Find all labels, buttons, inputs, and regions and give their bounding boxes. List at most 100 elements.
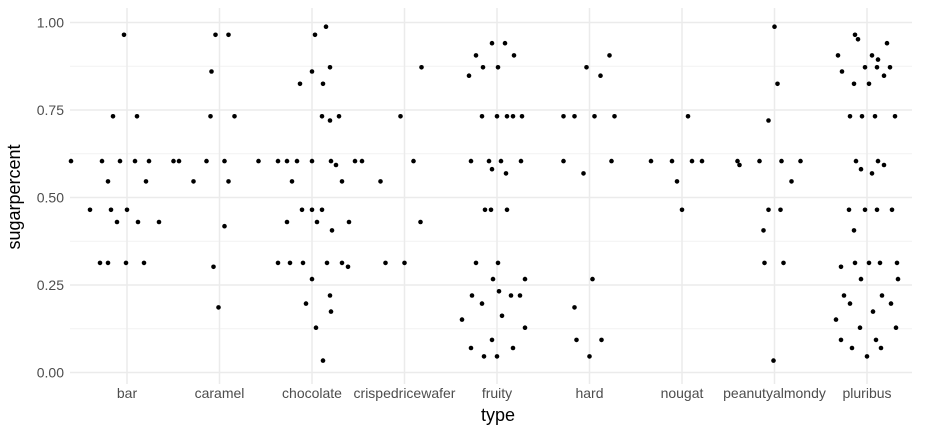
data-point-hard (607, 53, 612, 58)
data-point-peanutyalmondy (757, 158, 762, 164)
data-point-fruity (496, 289, 502, 294)
data-point-nougat (669, 158, 675, 164)
data-point-crispedricewafer (411, 158, 416, 164)
y-tick-label: 0.50 (37, 190, 64, 206)
data-point-pluribus (874, 65, 880, 70)
data-point-peanutyalmondy (781, 260, 786, 266)
data-point-crispedricewafer (419, 65, 424, 70)
data-point-caramel (226, 32, 231, 38)
data-point-pluribus (835, 53, 841, 58)
x-tick-label: bar (117, 385, 138, 401)
data-point-pluribus (862, 65, 868, 70)
data-point-chocolate (327, 293, 333, 298)
data-point-chocolate (287, 260, 293, 266)
data-point-bar (123, 260, 129, 266)
data-points (68, 24, 901, 363)
data-point-chocolate (323, 24, 329, 30)
data-point-bar (105, 260, 111, 266)
data-point-nougat (679, 207, 685, 213)
data-point-fruity (479, 301, 485, 306)
data-point-crispedricewafer (402, 260, 407, 266)
data-point-hard (587, 354, 592, 359)
data-point-chocolate (328, 158, 334, 164)
data-point-pluribus (887, 65, 893, 70)
data-point-pluribus (841, 293, 847, 298)
data-point-chocolate (289, 179, 295, 184)
data-point-chocolate (284, 158, 290, 164)
data-point-pluribus (858, 276, 864, 282)
data-point-nougat (648, 158, 654, 164)
data-point-pluribus (866, 260, 872, 266)
data-point-fruity (469, 293, 475, 298)
data-point-fruity (489, 40, 495, 46)
data-point-peanutyalmondy (775, 81, 780, 87)
data-point-hard (584, 65, 589, 70)
data-point-peanutyalmondy (735, 158, 740, 164)
data-point-fruity (495, 65, 501, 70)
data-point-chocolate (309, 158, 315, 164)
data-point-caramel (208, 114, 213, 119)
data-point-bar (97, 260, 103, 266)
data-point-bar (156, 219, 162, 225)
data-point-bar (132, 158, 138, 164)
data-point-chocolate (297, 81, 303, 87)
data-point-chocolate (319, 207, 325, 213)
data-point-hard (599, 337, 604, 343)
data-point-chocolate (312, 32, 318, 38)
data-point-fruity (473, 53, 479, 58)
data-point-peanutyalmondy (766, 118, 771, 123)
data-point-hard (561, 114, 566, 119)
data-point-fruity (511, 53, 517, 58)
data-point-bar (143, 179, 149, 184)
data-point-fruity (499, 313, 505, 319)
data-point-pluribus (875, 57, 881, 62)
data-point-fruity (504, 207, 510, 213)
data-point-fruity (481, 354, 487, 359)
data-point-fruity (517, 293, 523, 298)
data-point-bar (108, 207, 114, 213)
data-point-chocolate (303, 301, 309, 306)
data-point-crispedricewafer (383, 260, 388, 266)
data-point-chocolate (352, 158, 358, 164)
data-point-hard (581, 171, 586, 176)
data-point-pluribus (839, 69, 845, 74)
data-point-pluribus (852, 32, 858, 38)
data-point-pluribus (849, 345, 855, 351)
data-point-chocolate (284, 219, 290, 225)
data-point-pluribus (855, 37, 861, 42)
data-point-nougat (699, 158, 705, 164)
data-point-caramel (216, 305, 221, 310)
data-point-chocolate (327, 65, 333, 70)
data-point-fruity (466, 73, 472, 78)
data-point-fruity (495, 260, 501, 266)
x-tick-label: peanutyalmondy (723, 385, 826, 401)
data-point-pluribus (857, 325, 863, 331)
data-point-chocolate (275, 158, 281, 164)
data-point-crispedricewafer (418, 219, 423, 225)
data-point-caramel (211, 264, 216, 270)
data-point-bar (146, 158, 152, 164)
data-point-bar (110, 114, 116, 119)
data-point-pluribus (862, 207, 868, 213)
data-point-pluribus (879, 293, 885, 298)
data-point-nougat (674, 179, 680, 184)
x-tick-label: hard (575, 385, 603, 401)
data-point-chocolate (346, 219, 352, 225)
x-axis-title: type (481, 405, 515, 425)
data-point-fruity (518, 158, 524, 164)
x-tick-label: pluribus (842, 385, 891, 401)
y-axis-tick-labels: 0.00 0.25 0.50 0.75 1.00 (37, 15, 64, 381)
data-point-pluribus (881, 162, 887, 168)
data-point-chocolate (319, 114, 325, 119)
y-tick-label: 0.25 (37, 277, 64, 293)
data-point-chocolate (300, 260, 306, 266)
data-point-peanutyalmondy (766, 207, 771, 213)
data-point-chocolate (294, 158, 300, 164)
data-point-fruity (468, 158, 474, 164)
data-point-chocolate (327, 118, 333, 123)
x-tick-label: caramel (195, 385, 245, 401)
data-point-bar (105, 179, 111, 184)
data-point-chocolate (333, 162, 339, 168)
